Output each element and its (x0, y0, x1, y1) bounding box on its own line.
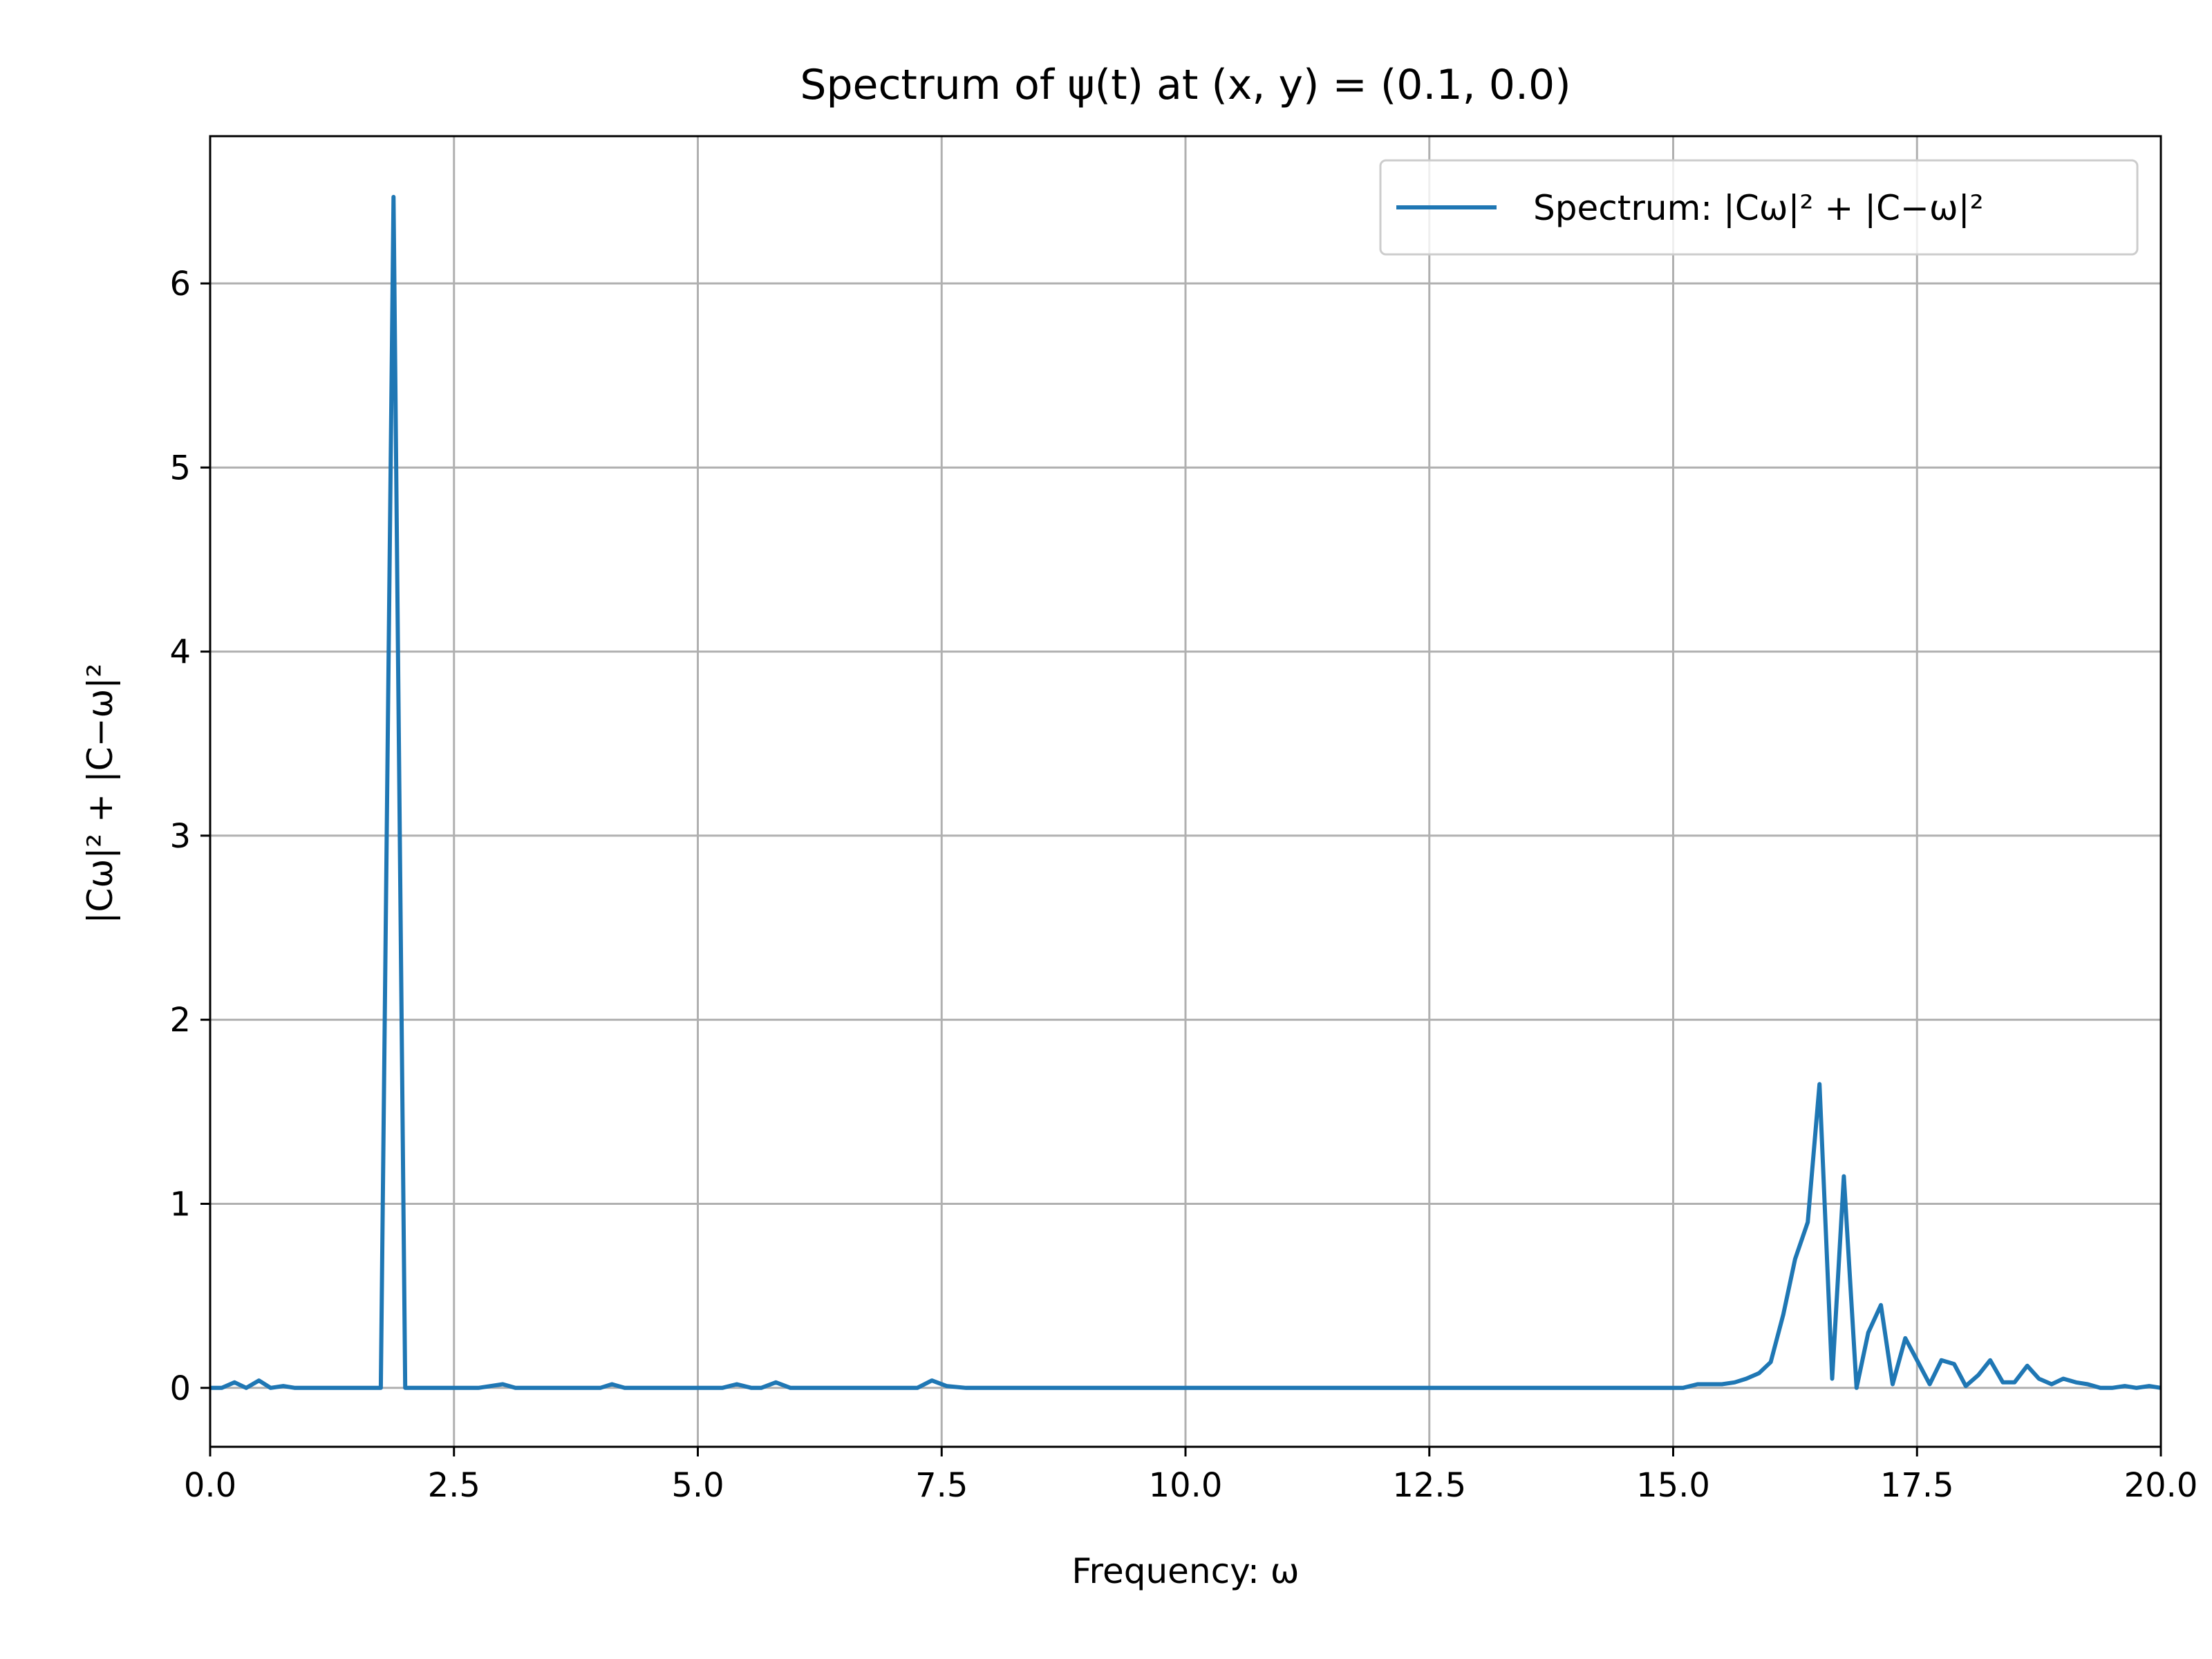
legend-label: Spectrum: |Cω|² + |C−ω|² (1533, 188, 1984, 228)
x-tick-label: 7.5 (915, 1466, 968, 1505)
legend: Spectrum: |Cω|² + |C−ω|² (1379, 159, 2139, 256)
x-tick-label: 10.0 (1149, 1466, 1223, 1505)
y-tick-label: 5 (169, 449, 191, 487)
series-layer (210, 194, 2162, 1390)
x-tick-label: 5.0 (671, 1466, 724, 1505)
y-tick-label: 4 (169, 633, 191, 672)
y-tick-label: 3 (169, 817, 191, 856)
y-tick-label: 0 (169, 1369, 191, 1408)
series-line (210, 194, 2162, 1390)
grid (209, 136, 2162, 1447)
legend-box (1379, 159, 2139, 256)
x-tick-label: 2.5 (428, 1466, 480, 1505)
ticks: 0.0 2.5 5.0 7.5 10.0 12.5 15.0 17.5 20.0 0 1 2 3 4 5 6 (169, 265, 2197, 1505)
y-axis-label: |Cω|² + |C−ω|² (80, 664, 120, 924)
x-tick-label: 20.0 (2124, 1466, 2198, 1505)
x-axis-label: Frequency: ω (1071, 1551, 1299, 1591)
y-tick-label: 6 (169, 265, 191, 303)
x-tick-label: 15.0 (1636, 1466, 1710, 1505)
x-tick-label: 17.5 (1880, 1466, 1954, 1505)
x-tick-label: 12.5 (1392, 1466, 1466, 1505)
y-tick-label: 1 (169, 1185, 191, 1224)
chart-title: Spectrum of ψ(t) at (x, y) = (0.1, 0.0) (800, 61, 1571, 109)
x-tick-label: 0.0 (184, 1466, 236, 1505)
y-tick-label: 2 (169, 1001, 191, 1040)
